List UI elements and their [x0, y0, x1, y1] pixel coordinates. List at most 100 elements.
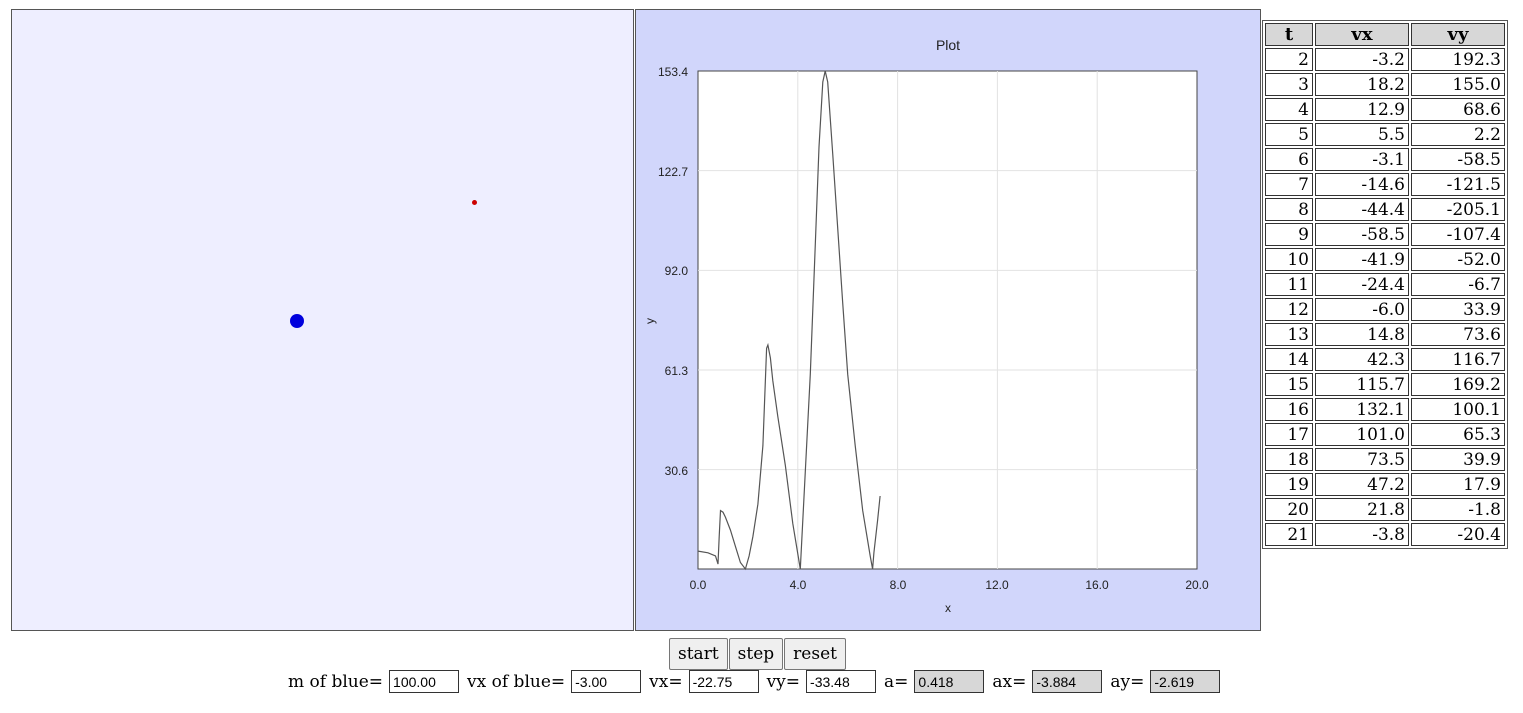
cell-t: 9 [1265, 223, 1313, 246]
vx-input[interactable] [688, 670, 759, 693]
cell-t: 4 [1265, 98, 1313, 121]
cell-t: 17 [1265, 423, 1313, 446]
plot-title: Plot [936, 37, 960, 53]
plot-series-line [697, 70, 881, 571]
table-row: 3 18.2 155.0 [1265, 73, 1505, 96]
cell-t: 10 [1265, 248, 1313, 271]
cell-t: 14 [1265, 348, 1313, 371]
cell-vy: 39.9 [1411, 448, 1505, 471]
cell-t: 11 [1265, 273, 1313, 296]
table-row: 11 -24.4 -6.7 [1265, 273, 1505, 296]
vy-input[interactable] [806, 670, 877, 693]
cell-vx: 115.7 [1315, 373, 1409, 396]
start-button[interactable]: start [669, 638, 728, 670]
ax-readout [1032, 670, 1103, 693]
table-row: 2 -3.2 192.3 [1265, 48, 1505, 71]
cell-vy: 116.7 [1411, 348, 1505, 371]
cell-vy: -205.1 [1411, 198, 1505, 221]
y-tick-label: 92.0 [665, 264, 689, 278]
parameter-fields: m of blue= vx of blue= vx= vy= a= ax= ay… [288, 670, 1228, 693]
table-row: 14 42.3 116.7 [1265, 348, 1505, 371]
plot-panel: Plot 153.4 122.7 92.0 61.3 30.6 0.0 4.0 … [635, 9, 1261, 631]
cell-vx: -24.4 [1315, 273, 1409, 296]
y-axis-label: y [643, 318, 657, 324]
x-axis-label: x [945, 601, 951, 615]
table-row: 21 -3.8 -20.4 [1265, 523, 1505, 546]
ax-label: ax= [992, 671, 1027, 692]
column-header-vx: vx [1315, 23, 1409, 46]
cell-vx: 21.8 [1315, 498, 1409, 521]
plot-chart: Plot 153.4 122.7 92.0 61.3 30.6 0.0 4.0 … [643, 37, 1209, 615]
table-row: 16 132.1 100.1 [1265, 398, 1505, 421]
cell-vx: 47.2 [1315, 473, 1409, 496]
ay-label: ay= [1110, 671, 1145, 692]
mass-blue-input[interactable] [389, 670, 460, 693]
table-row: 13 14.8 73.6 [1265, 323, 1505, 346]
table-row: 9 -58.5 -107.4 [1265, 223, 1505, 246]
table-header-row: t vx vy [1265, 23, 1505, 46]
cell-vx: -58.5 [1315, 223, 1409, 246]
x-tick-label: 0.0 [690, 578, 707, 592]
a-readout [914, 670, 985, 693]
cell-vy: 155.0 [1411, 73, 1505, 96]
cell-vy: -20.4 [1411, 523, 1505, 546]
y-tick-label: 30.6 [665, 464, 689, 478]
cell-vy: 192.3 [1411, 48, 1505, 71]
x-axis: 0.0 4.0 8.0 12.0 16.0 20.0 [690, 578, 1209, 592]
x-tick-label: 20.0 [1185, 578, 1209, 592]
cell-vx: 132.1 [1315, 398, 1409, 421]
data-table: t vx vy 2 -3.2 192.3 3 18.2 155.0 4 12.9 68.6 5 5.… [1262, 20, 1508, 549]
simulation-canvas[interactable] [11, 9, 634, 631]
y-tick-label: 61.3 [665, 364, 689, 378]
cell-vx: -14.6 [1315, 173, 1409, 196]
cell-vx: 5.5 [1315, 123, 1409, 146]
cell-vy: 17.9 [1411, 473, 1505, 496]
table-row: 5 5.5 2.2 [1265, 123, 1505, 146]
cell-vy: -1.8 [1411, 498, 1505, 521]
blue-particle[interactable] [290, 314, 304, 328]
cell-vy: 33.9 [1411, 298, 1505, 321]
reset-button[interactable]: reset [784, 638, 846, 670]
cell-vx: -44.4 [1315, 198, 1409, 221]
step-button[interactable]: step [728, 638, 784, 670]
y-tick-label: 122.7 [658, 165, 688, 179]
cell-t: 15 [1265, 373, 1313, 396]
cell-vx: -3.8 [1315, 523, 1409, 546]
cell-t: 19 [1265, 473, 1313, 496]
table-row: 15 115.7 169.2 [1265, 373, 1505, 396]
table-row: 8 -44.4 -205.1 [1265, 198, 1505, 221]
table-row: 20 21.8 -1.8 [1265, 498, 1505, 521]
cell-vx: 101.0 [1315, 423, 1409, 446]
cell-vy: 169.2 [1411, 373, 1505, 396]
mass-blue-label: m of blue= [288, 671, 384, 692]
cell-vx: 12.9 [1315, 98, 1409, 121]
table-row: 10 -41.9 -52.0 [1265, 248, 1505, 271]
cell-vx: -3.1 [1315, 148, 1409, 171]
table-row: 12 -6.0 33.9 [1265, 298, 1505, 321]
cell-vx: -41.9 [1315, 248, 1409, 271]
a-label: a= [884, 671, 909, 692]
cell-t: 21 [1265, 523, 1313, 546]
x-tick-label: 4.0 [790, 578, 807, 592]
x-tick-label: 12.0 [985, 578, 1009, 592]
cell-t: 3 [1265, 73, 1313, 96]
vx-blue-input[interactable] [571, 670, 642, 693]
table-row: 18 73.5 39.9 [1265, 448, 1505, 471]
cell-vx: 18.2 [1315, 73, 1409, 96]
cell-vy: 2.2 [1411, 123, 1505, 146]
red-particle[interactable] [472, 200, 477, 205]
column-header-vy: vy [1411, 23, 1505, 46]
cell-vy: 100.1 [1411, 398, 1505, 421]
cell-vy: 68.6 [1411, 98, 1505, 121]
cell-t: 2 [1265, 48, 1313, 71]
cell-vy: -58.5 [1411, 148, 1505, 171]
cell-t: 12 [1265, 298, 1313, 321]
table-row: 6 -3.1 -58.5 [1265, 148, 1505, 171]
cell-vx: -6.0 [1315, 298, 1409, 321]
cell-vy: 65.3 [1411, 423, 1505, 446]
cell-vy: -107.4 [1411, 223, 1505, 246]
plot-area [697, 70, 1198, 570]
table-row: 19 47.2 17.9 [1265, 473, 1505, 496]
cell-t: 18 [1265, 448, 1313, 471]
x-tick-label: 16.0 [1085, 578, 1109, 592]
